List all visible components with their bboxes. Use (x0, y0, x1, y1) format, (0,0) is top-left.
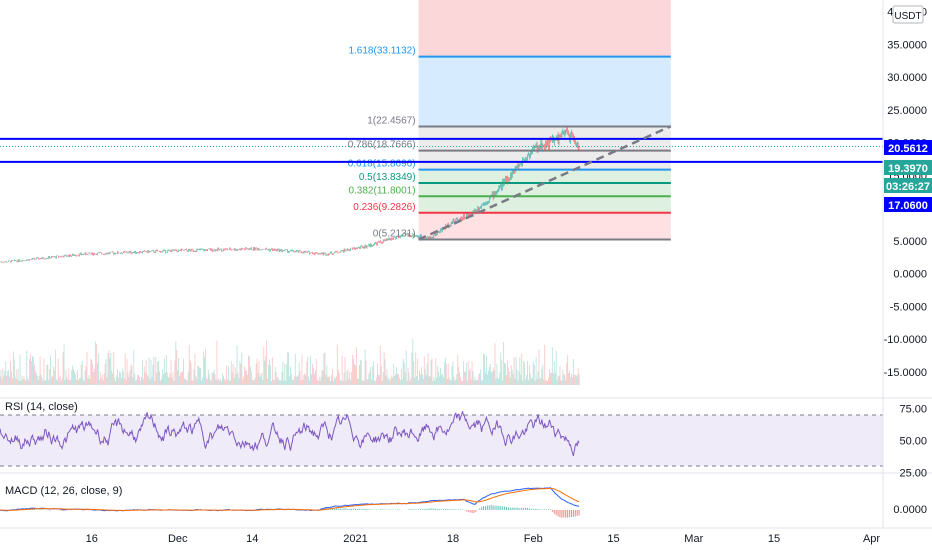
trend-line[interactable] (418, 125, 672, 241)
rsi-tick-label: 75.00 (899, 404, 927, 416)
macd-tick-label: 0.0000 (893, 504, 927, 516)
price-tick-label: 5.0000 (893, 236, 927, 248)
fib-level-label: 0.786(18.7666) (348, 140, 416, 151)
price-tick-label: 25.0000 (887, 105, 927, 117)
price-tick-label: 35.0000 (887, 39, 927, 51)
fib-zone (418, 212, 671, 240)
price-tick-label: 30.0000 (887, 72, 927, 84)
time-tick-label: Mar (684, 533, 703, 545)
time-tick-label: 15 (607, 533, 619, 545)
time-tick-label: 15 (768, 533, 780, 545)
fib-level-label: 0.382(11.8001) (348, 185, 415, 196)
rsi-line-path (0, 411, 580, 457)
price-tick-label: -5.0000 (890, 301, 927, 313)
price-tick-label: -15.0000 (884, 367, 927, 379)
fib-level-label: 1(22.4567) (367, 115, 415, 126)
fib-level-label: 0.5(13.8349) (359, 172, 416, 183)
fib-zone (418, 0, 671, 57)
lower-line-tag: 17.0600 (888, 200, 928, 212)
time-tick-label: 2021 (343, 533, 367, 545)
volume-bars (0, 339, 580, 385)
currency-badge[interactable] (892, 5, 924, 24)
rsi-band (0, 415, 883, 466)
fib-level-label: 0.618(15.8696) (348, 159, 416, 170)
fib-level-label: 0(5.2131) (373, 228, 416, 239)
fib-zone (418, 196, 671, 213)
fib-zone (418, 56, 671, 127)
last-price-tag: 19.3970 (888, 163, 928, 175)
upper-line-tag-bg (884, 140, 932, 155)
time-tick-label: 16 (86, 533, 98, 545)
macd-plot (0, 487, 580, 518)
price-tick-label: -10.0000 (884, 334, 927, 346)
drawing-lines[interactable] (0, 125, 883, 241)
fib-retracement[interactable]: 1.618(33.1132) 1(22.4567) 0.786(18.7666) 0.… (348, 0, 671, 241)
signal-line (0, 487, 580, 511)
fib-level-label: 1.618(33.1132) (348, 46, 415, 57)
upper-line-tag: 20.5612 (888, 143, 928, 155)
currency-label: USDT (894, 11, 921, 22)
time-tick-label: Apr (863, 533, 880, 545)
fib-level-label: 0.236(9.2826) (353, 202, 415, 213)
rsi-tick-label: 50.00 (899, 436, 927, 448)
rsi-line (0, 411, 580, 457)
countdown-tag: 03:26:27 (886, 181, 930, 193)
rsi-title[interactable]: RSI (14, close) (5, 401, 78, 413)
fib-zone (418, 182, 671, 197)
rsi-tick-label: 25.00 (899, 467, 927, 479)
fib-zone (418, 169, 671, 183)
time-tick-label: Feb (524, 533, 543, 545)
price-axis[interactable]: 40.000035.000030.000025.000020.000015.00… (882, 0, 927, 528)
time-tick-label: 14 (246, 533, 258, 545)
countdown-tag-bg (884, 178, 932, 193)
macd-title[interactable]: MACD (12, 26, close, 9) (5, 485, 122, 497)
fib-zone (418, 150, 671, 170)
time-tick-label: 18 (447, 533, 459, 545)
price-tick-label: 0.0000 (893, 269, 927, 281)
lower-line-tag-bg (884, 197, 932, 212)
last-price-tag-bg (884, 160, 932, 175)
time-axis[interactable]: 16 Dec 14 2021 18 Feb 15 Mar 15 Apr (0, 527, 932, 545)
time-tick-label: Dec (168, 533, 188, 545)
